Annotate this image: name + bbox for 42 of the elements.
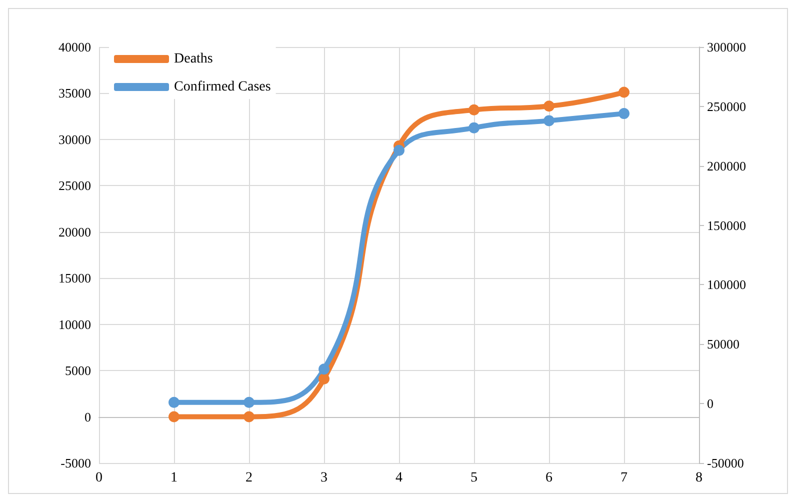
x-tick-label: 2	[246, 470, 252, 486]
y-tick-label: 35000	[58, 86, 91, 101]
point	[468, 122, 480, 134]
point	[618, 86, 630, 98]
y-tick-label: 5000	[65, 363, 91, 378]
y-tick-label: 25000	[58, 178, 91, 194]
x-tick-label: 7	[620, 470, 628, 486]
x-tick-label: 6	[546, 470, 552, 486]
y2-tick-label: 100000	[707, 277, 746, 292]
y2-tick-label: 250000	[707, 98, 746, 114]
y2-tick-label: 0	[707, 396, 714, 412]
point	[544, 115, 554, 126]
y-tick-label: 15000	[58, 270, 91, 286]
y-tick-label: 20000	[58, 224, 91, 240]
y2-tick-label: 150000	[707, 218, 746, 233]
point	[168, 411, 180, 422]
point	[468, 104, 480, 116]
x-tick-label: 1	[170, 470, 178, 486]
x-tick-label: 4	[396, 470, 402, 486]
point	[168, 396, 180, 408]
y-tick-label: 30000	[58, 132, 91, 147]
y2-tick-label: 50000	[707, 336, 740, 352]
point	[394, 144, 404, 156]
point	[318, 364, 330, 375]
point	[244, 396, 254, 408]
y2-tick-label: 200000	[707, 158, 746, 174]
point	[244, 411, 254, 422]
point	[318, 373, 330, 384]
y-tick-label: 0	[84, 409, 91, 424]
x-tick-label: 3	[320, 470, 328, 486]
y-tick-label: -5000	[60, 456, 91, 470]
x-tick-label: 0	[96, 470, 102, 486]
y2-tick-label: 300000	[707, 40, 746, 54]
x-tick-label: 8	[696, 470, 702, 486]
x-tick-label: 5	[470, 470, 478, 486]
y2-tick-label: -50000	[707, 456, 744, 470]
point	[618, 108, 630, 120]
y-tick-label: 40000	[58, 40, 91, 54]
legend-label: Deaths	[174, 52, 213, 66]
point	[544, 100, 554, 112]
y-tick-label: 10000	[58, 316, 91, 332]
legend-label: Confirmed Cases	[174, 80, 271, 94]
